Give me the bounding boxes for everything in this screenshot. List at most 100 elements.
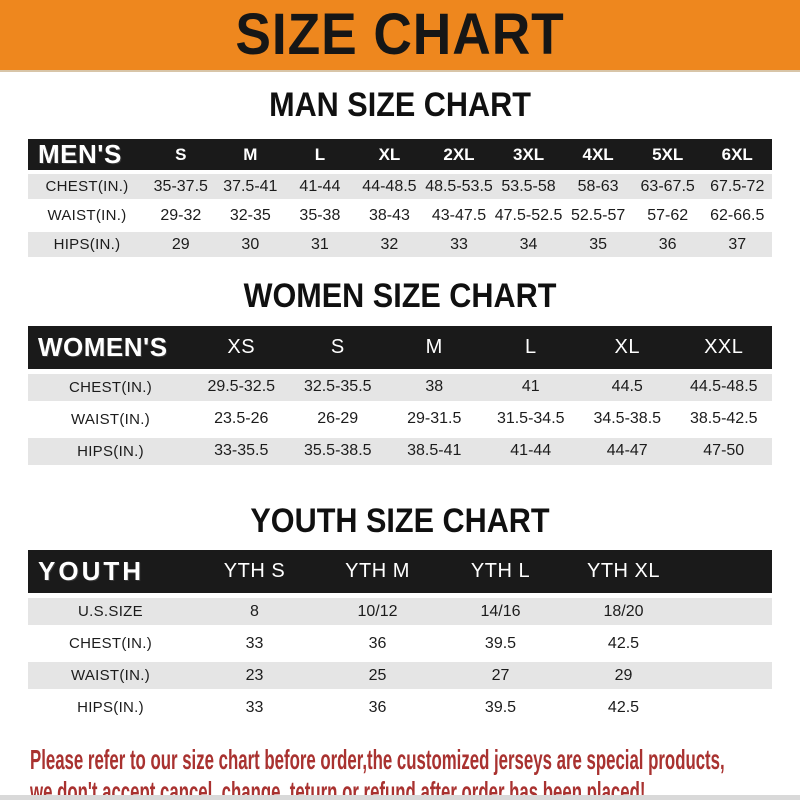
table-row: CHEST(IN.) 35-37.5 37.5-41 41-44 44-48.5 48.5… bbox=[28, 174, 772, 200]
size-value: 14/16 bbox=[480, 602, 521, 620]
table-corner-label: YOUTH bbox=[38, 556, 144, 587]
column-header-l: L bbox=[524, 335, 537, 358]
size-value: 35-38 bbox=[299, 206, 341, 224]
column-header-2xl: 2XL bbox=[443, 144, 475, 164]
size-value: 33 bbox=[245, 698, 264, 716]
size-value: 37.5-41 bbox=[223, 177, 278, 195]
women-section: WOMEN SIZE CHART WOMEN'S XS S M L XL XXL CHEST(… bbox=[0, 277, 800, 465]
size-value: 35 bbox=[589, 235, 607, 253]
size-value: 38.5-41 bbox=[407, 442, 462, 460]
size-value: 10/12 bbox=[357, 602, 398, 620]
size-value: 63-67.5 bbox=[640, 177, 695, 195]
size-value: 29 bbox=[614, 666, 633, 684]
row-label: WAIST(IN.) bbox=[70, 667, 151, 685]
size-value: 8 bbox=[250, 602, 259, 620]
size-value: 27 bbox=[491, 666, 510, 684]
notice-line-1: Please refer to our size chart before or… bbox=[30, 744, 725, 776]
size-value: 41 bbox=[521, 378, 540, 396]
notice-line-2: we don't accept cancel, change, teturn o… bbox=[30, 776, 646, 800]
size-value: 33 bbox=[245, 634, 264, 652]
size-value: 23 bbox=[245, 666, 264, 684]
size-value: 43-47.5 bbox=[431, 206, 487, 224]
size-value: 32 bbox=[380, 235, 399, 253]
size-value: 23.5-26 bbox=[214, 410, 269, 428]
women-size-table: WOMEN'S XS S M L XL XXL CHEST(IN.) 29.5-32.5 32.5… bbox=[28, 325, 772, 465]
size-value: 26-29 bbox=[317, 410, 359, 428]
size-value: 31.5-34.5 bbox=[496, 410, 565, 428]
size-value: 62-66.5 bbox=[710, 206, 765, 224]
column-header-3xl: 3XL bbox=[512, 144, 545, 164]
column-header-xl: XL bbox=[614, 335, 640, 358]
size-value: 44-47 bbox=[606, 442, 648, 460]
table-row: U.S.SIZE 8 10/12 14/16 18/20 bbox=[28, 598, 772, 626]
row-label: HIPS(IN.) bbox=[53, 236, 121, 254]
table-corner-label: WOMEN'S bbox=[38, 331, 168, 362]
table-row: CHEST(IN.) 33 36 39.5 42.5 bbox=[28, 630, 772, 657]
size-value: 33-35.5 bbox=[214, 442, 269, 460]
row-label: WAIST(IN.) bbox=[47, 207, 127, 225]
size-value: 18/20 bbox=[603, 602, 644, 620]
size-value: 58-63 bbox=[577, 177, 619, 195]
size-value: 41-44 bbox=[299, 177, 341, 195]
table-row: HIPS(IN.) 33-35.5 35.5-38.5 38.5-41 41-44 44-… bbox=[28, 437, 772, 465]
table-row: CHEST(IN.) 29.5-32.5 32.5-35.5 38 41 44.5 44.5… bbox=[28, 373, 772, 401]
column-header-4xl: 4XL bbox=[582, 144, 614, 164]
row-label: CHEST(IN.) bbox=[69, 635, 152, 653]
row-label: U.S.SIZE bbox=[78, 603, 143, 621]
size-value: 42.5 bbox=[607, 634, 640, 652]
size-value: 57-62 bbox=[647, 206, 689, 224]
youth-size-table: YOUTH YTH S YTH M YTH L YTH XL U.S.SIZE 8 10/12… bbox=[28, 550, 772, 721]
size-value: 32.5-35.5 bbox=[303, 378, 372, 396]
size-value: 39.5 bbox=[484, 698, 517, 716]
table-row: HIPS(IN.) 33 36 39.5 42.5 bbox=[28, 694, 772, 721]
size-value: 38.5-42.5 bbox=[689, 410, 758, 428]
table-row: WAIST(IN.) 23 25 27 29 bbox=[28, 662, 772, 690]
table-corner-label: MEN'S bbox=[38, 139, 122, 170]
size-value: 29.5-32.5 bbox=[207, 378, 276, 396]
column-header-xxl: XXL bbox=[704, 335, 744, 358]
column-header-m: M bbox=[243, 144, 258, 164]
size-value: 47.5-52.5 bbox=[494, 206, 563, 224]
order-notice: Please refer to our size chart before or… bbox=[30, 744, 800, 800]
size-value: 37 bbox=[728, 235, 747, 253]
size-value: 33 bbox=[450, 235, 468, 253]
size-value: 52.5-57 bbox=[570, 206, 626, 224]
size-value: 29 bbox=[171, 235, 190, 253]
column-header-yth-m: YTH M bbox=[345, 560, 410, 583]
column-header-yth-xl: YTH XL bbox=[586, 560, 661, 583]
row-label: CHEST(IN.) bbox=[45, 178, 129, 196]
youth-section: YOUTH SIZE CHART YOUTH YTH S YTH M YTH L YTH… bbox=[0, 502, 800, 721]
size-value: 34.5-38.5 bbox=[593, 410, 662, 428]
size-value: 32-35 bbox=[229, 206, 271, 224]
page-title: SIZE CHART bbox=[235, 2, 565, 67]
size-value: 48.5-53.5 bbox=[425, 177, 493, 195]
size-value: 34 bbox=[519, 235, 538, 253]
banner: SIZE CHART bbox=[0, 0, 800, 72]
men-section: MAN SIZE CHART MEN'S S M L XL 2XL 3XL 4XL 5XL 6XL… bbox=[0, 86, 800, 258]
column-header-yth-s: YTH S bbox=[223, 560, 286, 583]
size-value: 29-32 bbox=[160, 206, 202, 224]
size-value: 44.5-48.5 bbox=[689, 378, 758, 396]
column-header-xs: XS bbox=[227, 335, 256, 358]
size-value: 42.5 bbox=[607, 698, 640, 716]
size-value: 35-37.5 bbox=[153, 177, 208, 195]
size-value: 30 bbox=[241, 235, 260, 253]
row-label: HIPS(IN.) bbox=[77, 699, 144, 717]
size-value: 53.5-58 bbox=[501, 177, 556, 195]
table-header-row: MEN'S S M L XL 2XL 3XL 4XL 5XL 6XL bbox=[28, 139, 772, 171]
size-value: 41-44 bbox=[510, 442, 552, 460]
size-value: 31 bbox=[310, 235, 329, 253]
size-value: 29-31.5 bbox=[407, 410, 462, 428]
size-value: 39.5 bbox=[484, 634, 517, 652]
column-header-6xl: 6XL bbox=[721, 144, 753, 164]
men-size-table: MEN'S S M L XL 2XL 3XL 4XL 5XL 6XL CHEST(IN.) 35-37… bbox=[28, 139, 772, 258]
bottom-divider bbox=[0, 795, 800, 800]
size-value: 25 bbox=[368, 666, 387, 684]
size-value: 38-43 bbox=[368, 206, 410, 224]
size-value: 67.5-72 bbox=[710, 177, 765, 195]
size-value: 36 bbox=[368, 698, 387, 716]
row-label: CHEST(IN.) bbox=[69, 378, 152, 396]
table-row: WAIST(IN.) 23.5-26 26-29 29-31.5 31.5-34.5 34… bbox=[28, 406, 772, 433]
table-row: HIPS(IN.) 29 30 31 32 33 34 35 36 37 bbox=[28, 232, 772, 258]
